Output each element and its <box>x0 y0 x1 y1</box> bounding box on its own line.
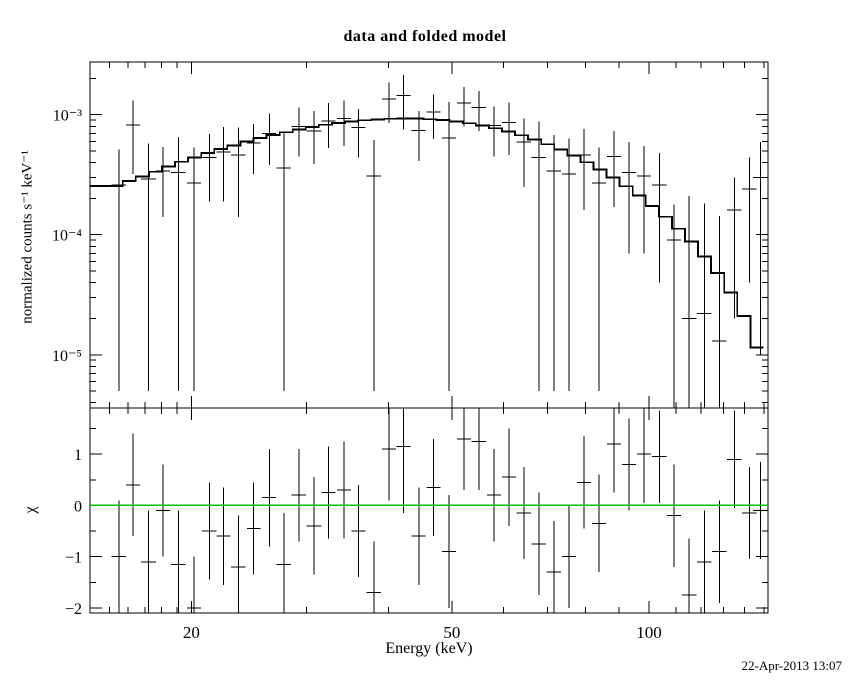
residual-data-points <box>111 408 768 613</box>
svg-text:−1: −1 <box>65 550 82 567</box>
axis-ticks <box>90 62 768 613</box>
plot-frame <box>89 61 769 614</box>
y-axis-label-chi: χ <box>22 506 39 514</box>
svg-text:−2: −2 <box>65 601 82 618</box>
timestamp: 22-Apr-2013 13:07 <box>741 658 842 673</box>
x-axis-label: Energy (keV) <box>385 640 473 657</box>
y-tick-labels-top: 10⁻⁵ 10⁻⁴ 10⁻³ <box>52 108 82 365</box>
svg-text:10⁻⁵: 10⁻⁵ <box>52 348 82 365</box>
svg-text:20: 20 <box>183 623 200 642</box>
svg-text:10⁻⁴: 10⁻⁴ <box>52 228 82 245</box>
svg-text:100: 100 <box>636 623 662 642</box>
x-tick-labels: 20 50 100 <box>183 623 662 642</box>
folded-model-line <box>90 117 764 349</box>
plot-title: data and folded model <box>343 28 507 45</box>
y-axis-label-top: normalized counts s⁻¹ keV⁻¹ <box>19 150 36 324</box>
y-tick-labels-bottom: −2 −1 0 1 <box>65 447 82 618</box>
svg-text:0: 0 <box>74 498 82 515</box>
spectrum-data-points <box>111 74 768 408</box>
svg-text:1: 1 <box>74 447 82 464</box>
svg-text:50: 50 <box>443 623 460 642</box>
svg-text:10⁻³: 10⁻³ <box>53 108 82 125</box>
